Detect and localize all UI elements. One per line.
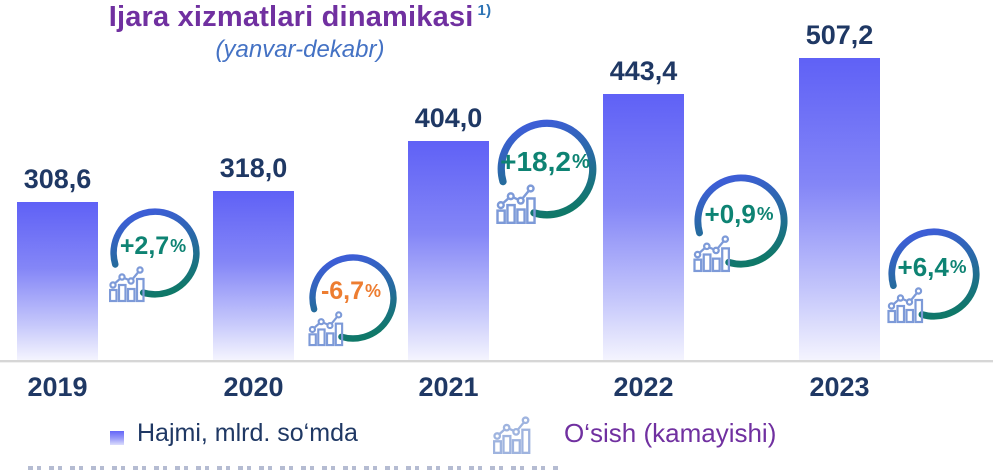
title-footnote-marker: 1): [477, 2, 492, 19]
growth-ring: [888, 228, 980, 320]
bar: [408, 141, 489, 360]
bar-chart-trend-icon: [109, 266, 145, 303]
growth-ring: [110, 208, 200, 298]
footnote-cropped: [28, 466, 558, 470]
bar-value-label: 507,2: [805, 20, 874, 50]
year-label: 2021: [418, 372, 479, 402]
legend-growth-label: O‘sish (kamayishi): [564, 418, 777, 448]
growth-percent: +18,2%: [500, 146, 590, 177]
bar: [17, 202, 98, 360]
bar-chart-trend-icon: [887, 287, 924, 324]
bar: [213, 191, 294, 360]
bar-chart-trend-icon: [492, 415, 535, 460]
bar-chart-trend-icon: [496, 184, 536, 225]
legend-bars-label: Hajmi, mlrd. so‘mda: [137, 419, 358, 447]
chart-header: Ijara xizmatlari dinamikasi 1) (yanvar-de…: [40, 0, 560, 64]
growth-badge: +0,9%: [692, 172, 790, 273]
growth-badge: +6,4%: [886, 226, 982, 324]
growth-percent: +2,7%: [119, 231, 187, 260]
bar: [799, 58, 880, 360]
bar-series-swatch: [110, 431, 124, 445]
year-label: 2022: [613, 372, 674, 402]
x-axis-line: [0, 360, 993, 363]
page-title: Ijara xizmatlari dinamikasi 1): [40, 0, 560, 34]
growth-percent: -6,7%: [320, 276, 382, 305]
growth-badge: +18,2%: [495, 117, 599, 225]
bar-chart-trend-icon: [693, 235, 731, 273]
bar-value-label: 443,4: [609, 56, 678, 86]
year-label: 2020: [223, 372, 284, 402]
bar-value-label: 308,6: [23, 164, 92, 194]
growth-badge: -6,7%: [307, 252, 399, 347]
bar-value-label: 318,0: [219, 153, 288, 183]
bar: [603, 94, 684, 360]
title-text: Ijara xizmatlari dinamikasi: [108, 1, 474, 33]
bar-value-label: 404,0: [414, 103, 483, 133]
year-label: 2023: [809, 372, 870, 402]
growth-badge: +2,7%: [108, 206, 202, 303]
growth-ring: [309, 254, 397, 342]
chart-subtitle: (yanvar-dekabr): [215, 36, 385, 63]
growth-percent: +0,9%: [704, 198, 774, 229]
year-label: 2019: [27, 372, 88, 402]
growth-ring: [497, 119, 597, 219]
growth-percent: +6,4%: [897, 251, 967, 282]
growth-ring: [694, 174, 788, 268]
bar-chart-trend-icon: [308, 311, 344, 347]
